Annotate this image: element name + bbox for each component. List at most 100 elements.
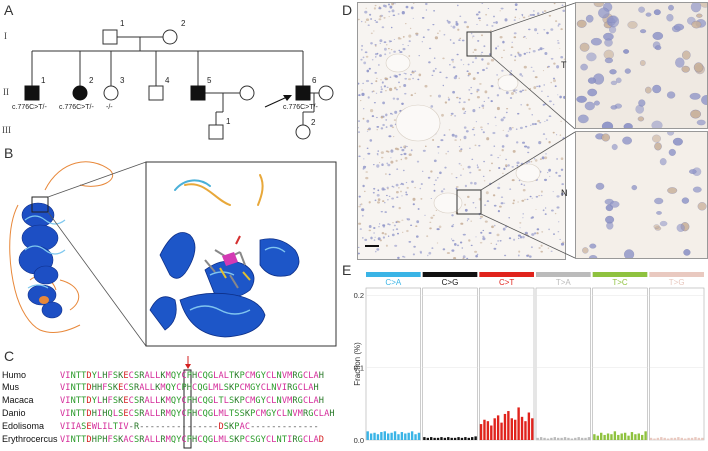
series-header-label: T>A [556,278,572,287]
bar [393,431,397,440]
panel-label-a: A [4,2,14,18]
bar [524,421,527,440]
genotype-label: -/- [106,104,113,111]
genotype-label: c.776C>T/- [12,104,47,111]
protein-structure-figure [9,161,337,347]
bar [447,437,450,440]
bar [423,437,426,440]
bar [623,432,627,440]
bar [557,437,560,440]
pedigree-number: 2 [181,19,186,28]
bar [613,431,617,440]
bar [453,437,457,440]
bar [474,436,477,440]
panel-label-b: B [4,145,14,161]
bar [510,418,513,440]
bar [440,437,443,440]
pedigree-number: 2 [311,118,316,127]
bar [410,431,414,440]
bar [503,413,507,440]
genotype-label: c.776C>T/- [59,104,94,111]
bar [563,437,567,440]
facet-panel [592,287,648,441]
histology-zoom-lines [365,2,576,259]
bar [620,433,623,440]
y-tick-label: 0.1 [354,364,364,373]
inset-label-t: T [561,60,567,70]
genotype-label: c.776C>T/- [283,104,318,111]
bar [553,437,556,440]
bar [404,433,407,440]
series-header-label: C>A [385,278,401,287]
panel-label-d: D [342,2,353,18]
pedigree-number: 6 [312,76,317,85]
bar [584,437,587,440]
bar [570,438,574,440]
bar [490,425,493,440]
pedigree-i1-male [102,29,118,45]
series-header-label: T>C [612,278,628,287]
bar [684,438,687,440]
generation-label-iii: III [2,125,11,135]
bar [467,437,470,440]
bar [600,432,603,440]
bar [376,434,380,440]
bar [373,432,376,440]
bar [653,438,656,440]
bar [593,434,596,440]
bar [606,433,610,440]
bar [390,432,393,440]
panel-label-e: E [342,262,352,278]
normal-inset-image [575,131,708,259]
tumor-inset-image [575,2,708,129]
bar [531,418,534,440]
bar [603,434,606,440]
bar [630,432,634,440]
bar [697,437,701,440]
bar [550,437,553,440]
bar [660,437,663,440]
pedigree-number: 4 [165,76,170,85]
bar [426,437,429,440]
series-header-label: T>G [669,278,685,287]
pedigree-number: 1 [41,76,46,85]
bar [644,431,647,440]
alignment-row: Danio VINTTDHIHQLSECSRALLRMQYCPHCQGLMLTSS… [2,408,335,419]
series-header-bar [649,272,704,277]
facet-panel [479,287,535,441]
bar [666,438,670,440]
pedigree-ii6-proband [295,85,311,101]
bar [514,419,517,440]
pedigree-ii4-male [148,85,164,101]
bar [596,435,599,440]
bar [539,437,543,440]
pedigree-ii3-female [103,85,119,101]
inset-label-n: N [561,188,568,198]
alignment-row: Humo VINTTDYLHFSKECSRALLKMQYCPHCQGLALTKPC… [2,370,325,381]
bar [536,437,539,440]
bar [443,437,447,440]
pedigree-ii1-affected-male [24,85,40,101]
zoom-box [31,196,49,213]
bar [520,416,524,440]
zoom-box-t [466,31,492,57]
lung-section-image [357,2,566,260]
bar [457,437,460,440]
bar [656,437,660,440]
bar [493,418,496,440]
bar [543,437,546,440]
bar [649,437,653,440]
alignment-overlay [183,356,192,449]
alignment-row: Mus VINTTDHHFSKECSRALLKMQYCPHCQGLMLSKPCMG… [2,382,319,393]
bar [634,434,637,440]
bar [677,437,680,440]
series-header-label: C>T [499,278,514,287]
pedigree-lines [24,29,334,140]
series-header-bar [422,272,478,277]
bar [587,437,591,440]
bar [430,437,433,440]
alignment-row: Erythrocercus VINTTDHPHFSKACSRALLRMQYCPHC… [2,434,325,445]
bar [496,415,500,440]
facet-panel [365,287,421,441]
bar [687,437,690,440]
